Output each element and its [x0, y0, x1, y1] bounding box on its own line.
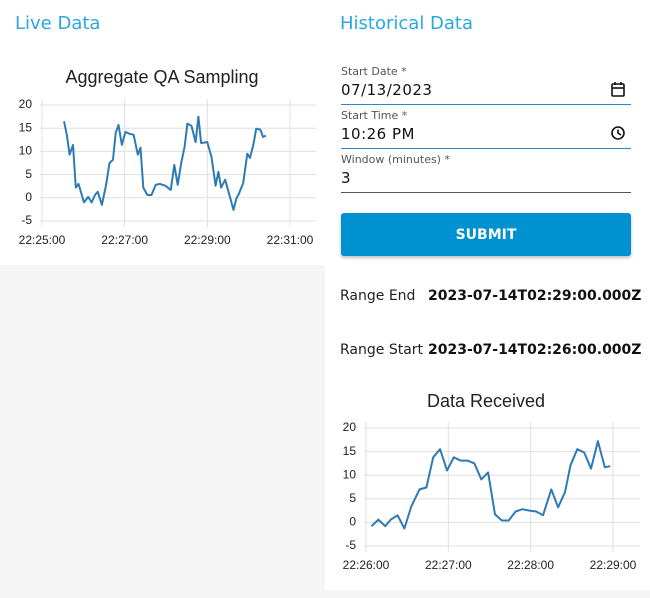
- calendar-icon[interactable]: [611, 82, 625, 97]
- submit-button[interactable]: SUBMIT: [341, 213, 631, 256]
- historical-panel: [325, 0, 650, 590]
- x-tick-label: 22:29:00: [590, 558, 637, 572]
- field-label: Window (minutes) *: [341, 153, 450, 166]
- field-label: Start Date *: [341, 65, 407, 78]
- y-tick-label: 20: [19, 97, 33, 111]
- chart-title: Aggregate QA Sampling: [65, 67, 258, 87]
- heading: Live Data: [15, 13, 101, 34]
- field-value[interactable]: 3: [341, 169, 352, 187]
- y-tick-label: 10: [343, 467, 357, 481]
- range-label: Range End: [340, 288, 416, 304]
- y-tick-label: 5: [25, 167, 32, 181]
- x-tick-label: 22:25:00: [19, 233, 66, 247]
- y-tick-label: -5: [345, 538, 356, 552]
- y-tick-label: 15: [19, 120, 33, 134]
- x-tick-label: 22:31:00: [267, 233, 314, 247]
- field-label: Start Time *: [341, 109, 408, 122]
- x-tick-label: 22:27:00: [425, 558, 472, 572]
- y-tick-label: 20: [343, 420, 357, 434]
- field-value[interactable]: 07/13/2023: [341, 81, 433, 99]
- chart-title: Data Received: [427, 391, 545, 411]
- y-tick-label: 5: [349, 491, 356, 505]
- y-tick-label: -5: [21, 213, 32, 227]
- heading: Historical Data: [340, 13, 474, 34]
- data-line: [63, 115, 267, 211]
- y-tick-label: 10: [19, 144, 33, 158]
- x-tick-label: 22:27:00: [101, 233, 148, 247]
- underline: [341, 148, 631, 149]
- field-value[interactable]: 10:26 PM: [341, 125, 415, 143]
- y-tick-label: 15: [343, 444, 357, 458]
- x-tick-label: 22:26:00: [343, 558, 390, 572]
- x-tick-label: 22:28:00: [507, 558, 554, 572]
- underline: [341, 192, 631, 193]
- data-line: [370, 440, 611, 530]
- clock-icon[interactable]: [611, 126, 625, 140]
- range-value: 2023-07-14T02:29:00.000Z: [428, 288, 642, 304]
- x-tick-label: 22:29:00: [184, 233, 231, 247]
- range-value: 2023-07-14T02:26:00.000Z: [428, 342, 642, 358]
- y-tick-label: 0: [25, 190, 32, 204]
- underline: [341, 104, 631, 105]
- y-tick-label: 0: [349, 515, 356, 529]
- range-label: Range Start: [340, 342, 424, 358]
